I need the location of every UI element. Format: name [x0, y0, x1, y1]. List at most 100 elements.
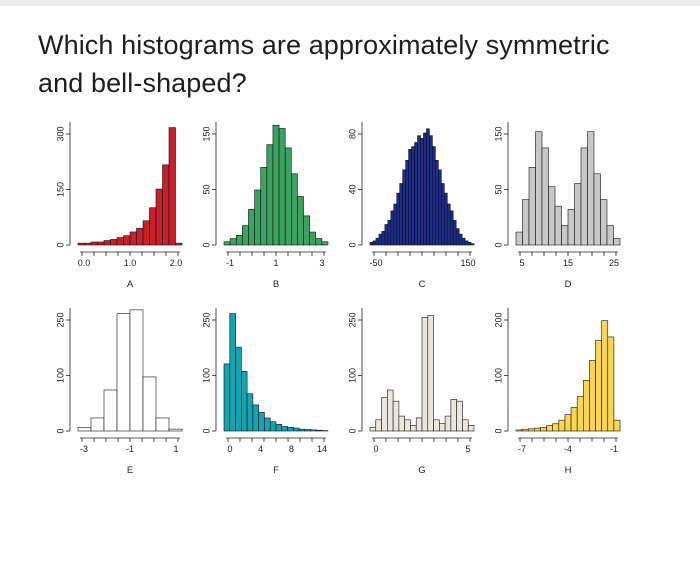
x-tick-label: 4 [258, 444, 263, 454]
histogram-bar [427, 315, 434, 432]
histogram-bar [452, 220, 457, 246]
question-line-2: and bell-shaped? [38, 68, 247, 98]
histogram-bar [235, 346, 242, 432]
top-divider [0, 0, 700, 6]
histogram-bar [266, 144, 274, 246]
histogram-bar [411, 146, 415, 246]
histogram-bar [464, 240, 469, 246]
histogram-svg: 0 50 150 -1 1 3 B [201, 122, 329, 290]
histogram-bar [242, 225, 249, 246]
histogram-bar [415, 417, 423, 432]
histogram-bar [229, 313, 236, 432]
histogram-bar [269, 421, 277, 432]
histogram-bar [589, 360, 596, 432]
histogram-bar [455, 228, 460, 246]
x-tick-label: 1 [273, 258, 278, 268]
histogram-bar [593, 173, 601, 246]
histogram-bar [515, 429, 523, 432]
histogram-bar [444, 415, 452, 432]
histogram-bar [103, 389, 118, 432]
x-tick-label: 0 [373, 444, 378, 454]
histogram-bar [446, 203, 451, 246]
histogram-label: E [127, 465, 133, 476]
x-tick-label: -50 [369, 258, 382, 268]
histogram-bar [297, 196, 304, 246]
histogram-bar [272, 124, 280, 246]
histogram-bar [293, 427, 300, 432]
histogram-bar [564, 414, 572, 432]
y-tick-label: 0 [493, 242, 503, 247]
histogram-label: F [273, 465, 279, 476]
histogram-bar [613, 419, 621, 432]
x-tick-label: 14 [317, 444, 327, 454]
histogram-bar [522, 199, 530, 246]
y-tick-label: 0 [201, 242, 211, 247]
histogram-bar [392, 400, 400, 432]
histogram-svg: 0 50 150 5 15 25 D [493, 122, 621, 290]
histogram-label: B [273, 279, 279, 290]
y-tick-label: 150 [493, 126, 503, 141]
histogram-label: G [418, 465, 425, 476]
histogram-bar [142, 376, 157, 432]
histogram-bar [456, 400, 463, 432]
histogram-bar [600, 199, 608, 246]
x-tick-label: 3 [319, 258, 324, 268]
histogram-bar [384, 224, 389, 246]
histogram-bar [435, 159, 439, 246]
histogram-bar [378, 233, 383, 246]
histogram-bar [315, 238, 323, 246]
histogram-bar [254, 189, 262, 246]
histogram-bar [90, 241, 98, 246]
y-tick-label: 100 [347, 368, 357, 383]
histogram-svg: 0 150 300 0.0 1.0 2.0 A [55, 122, 183, 290]
histogram-bar [309, 231, 317, 246]
histogram-bar [399, 183, 403, 246]
histogram-bar [439, 423, 446, 432]
x-tick-label: -4 [564, 444, 572, 454]
histogram-bar [402, 169, 406, 246]
histogram-bar [316, 429, 323, 432]
y-tick-label: 0 [347, 242, 357, 247]
histogram-bar [438, 169, 442, 246]
x-tick-label: 0 [227, 444, 232, 454]
histogram-bar [281, 426, 288, 432]
histogram-bar [229, 238, 237, 246]
histogram-bar [390, 210, 395, 246]
y-tick-label: 150 [55, 182, 65, 197]
histogram-bar [534, 427, 541, 432]
histogram-bar [470, 243, 475, 246]
histogram-bar [541, 147, 549, 246]
y-tick-label: 250 [347, 312, 357, 327]
x-tick-label: 25 [609, 258, 619, 268]
y-tick-label: 250 [201, 312, 211, 327]
histogram-bar [246, 393, 254, 432]
histogram-svg: 0 100 250 0 5 G [347, 308, 475, 476]
histogram-h: 0 100 200 -7 -4 -1 H [488, 298, 628, 483]
histogram-bar [168, 428, 183, 432]
question-text: Which histograms are approximately symme… [38, 26, 678, 102]
x-tick-label: 5 [465, 444, 470, 454]
histogram-bar [260, 167, 268, 246]
histogram-bar [129, 231, 137, 246]
histogram-bar [540, 427, 547, 432]
y-tick-label: 0 [347, 428, 357, 433]
histogram-bar [375, 237, 380, 246]
histogram-bar [303, 215, 310, 246]
histogram-label: C [419, 279, 426, 290]
histogram-bar [287, 426, 294, 432]
histogram-bar [162, 164, 170, 246]
histogram-bar [155, 188, 163, 246]
histogram-bar [528, 167, 536, 246]
histogram-bar [408, 149, 412, 246]
histogram-f: 0 100 250 0 4 8 14 F [196, 298, 336, 483]
histogram-bar [387, 220, 392, 246]
histogram-bar [223, 363, 231, 432]
histogram-bar [462, 419, 469, 432]
x-tick-label: 8 [289, 444, 294, 454]
histogram-bar [410, 425, 417, 432]
y-tick-label: 40 [347, 184, 357, 194]
x-tick-label: 1 [173, 444, 178, 454]
histogram-bar [467, 241, 472, 246]
histogram-bar [304, 429, 311, 432]
histogram-bar [77, 242, 85, 246]
